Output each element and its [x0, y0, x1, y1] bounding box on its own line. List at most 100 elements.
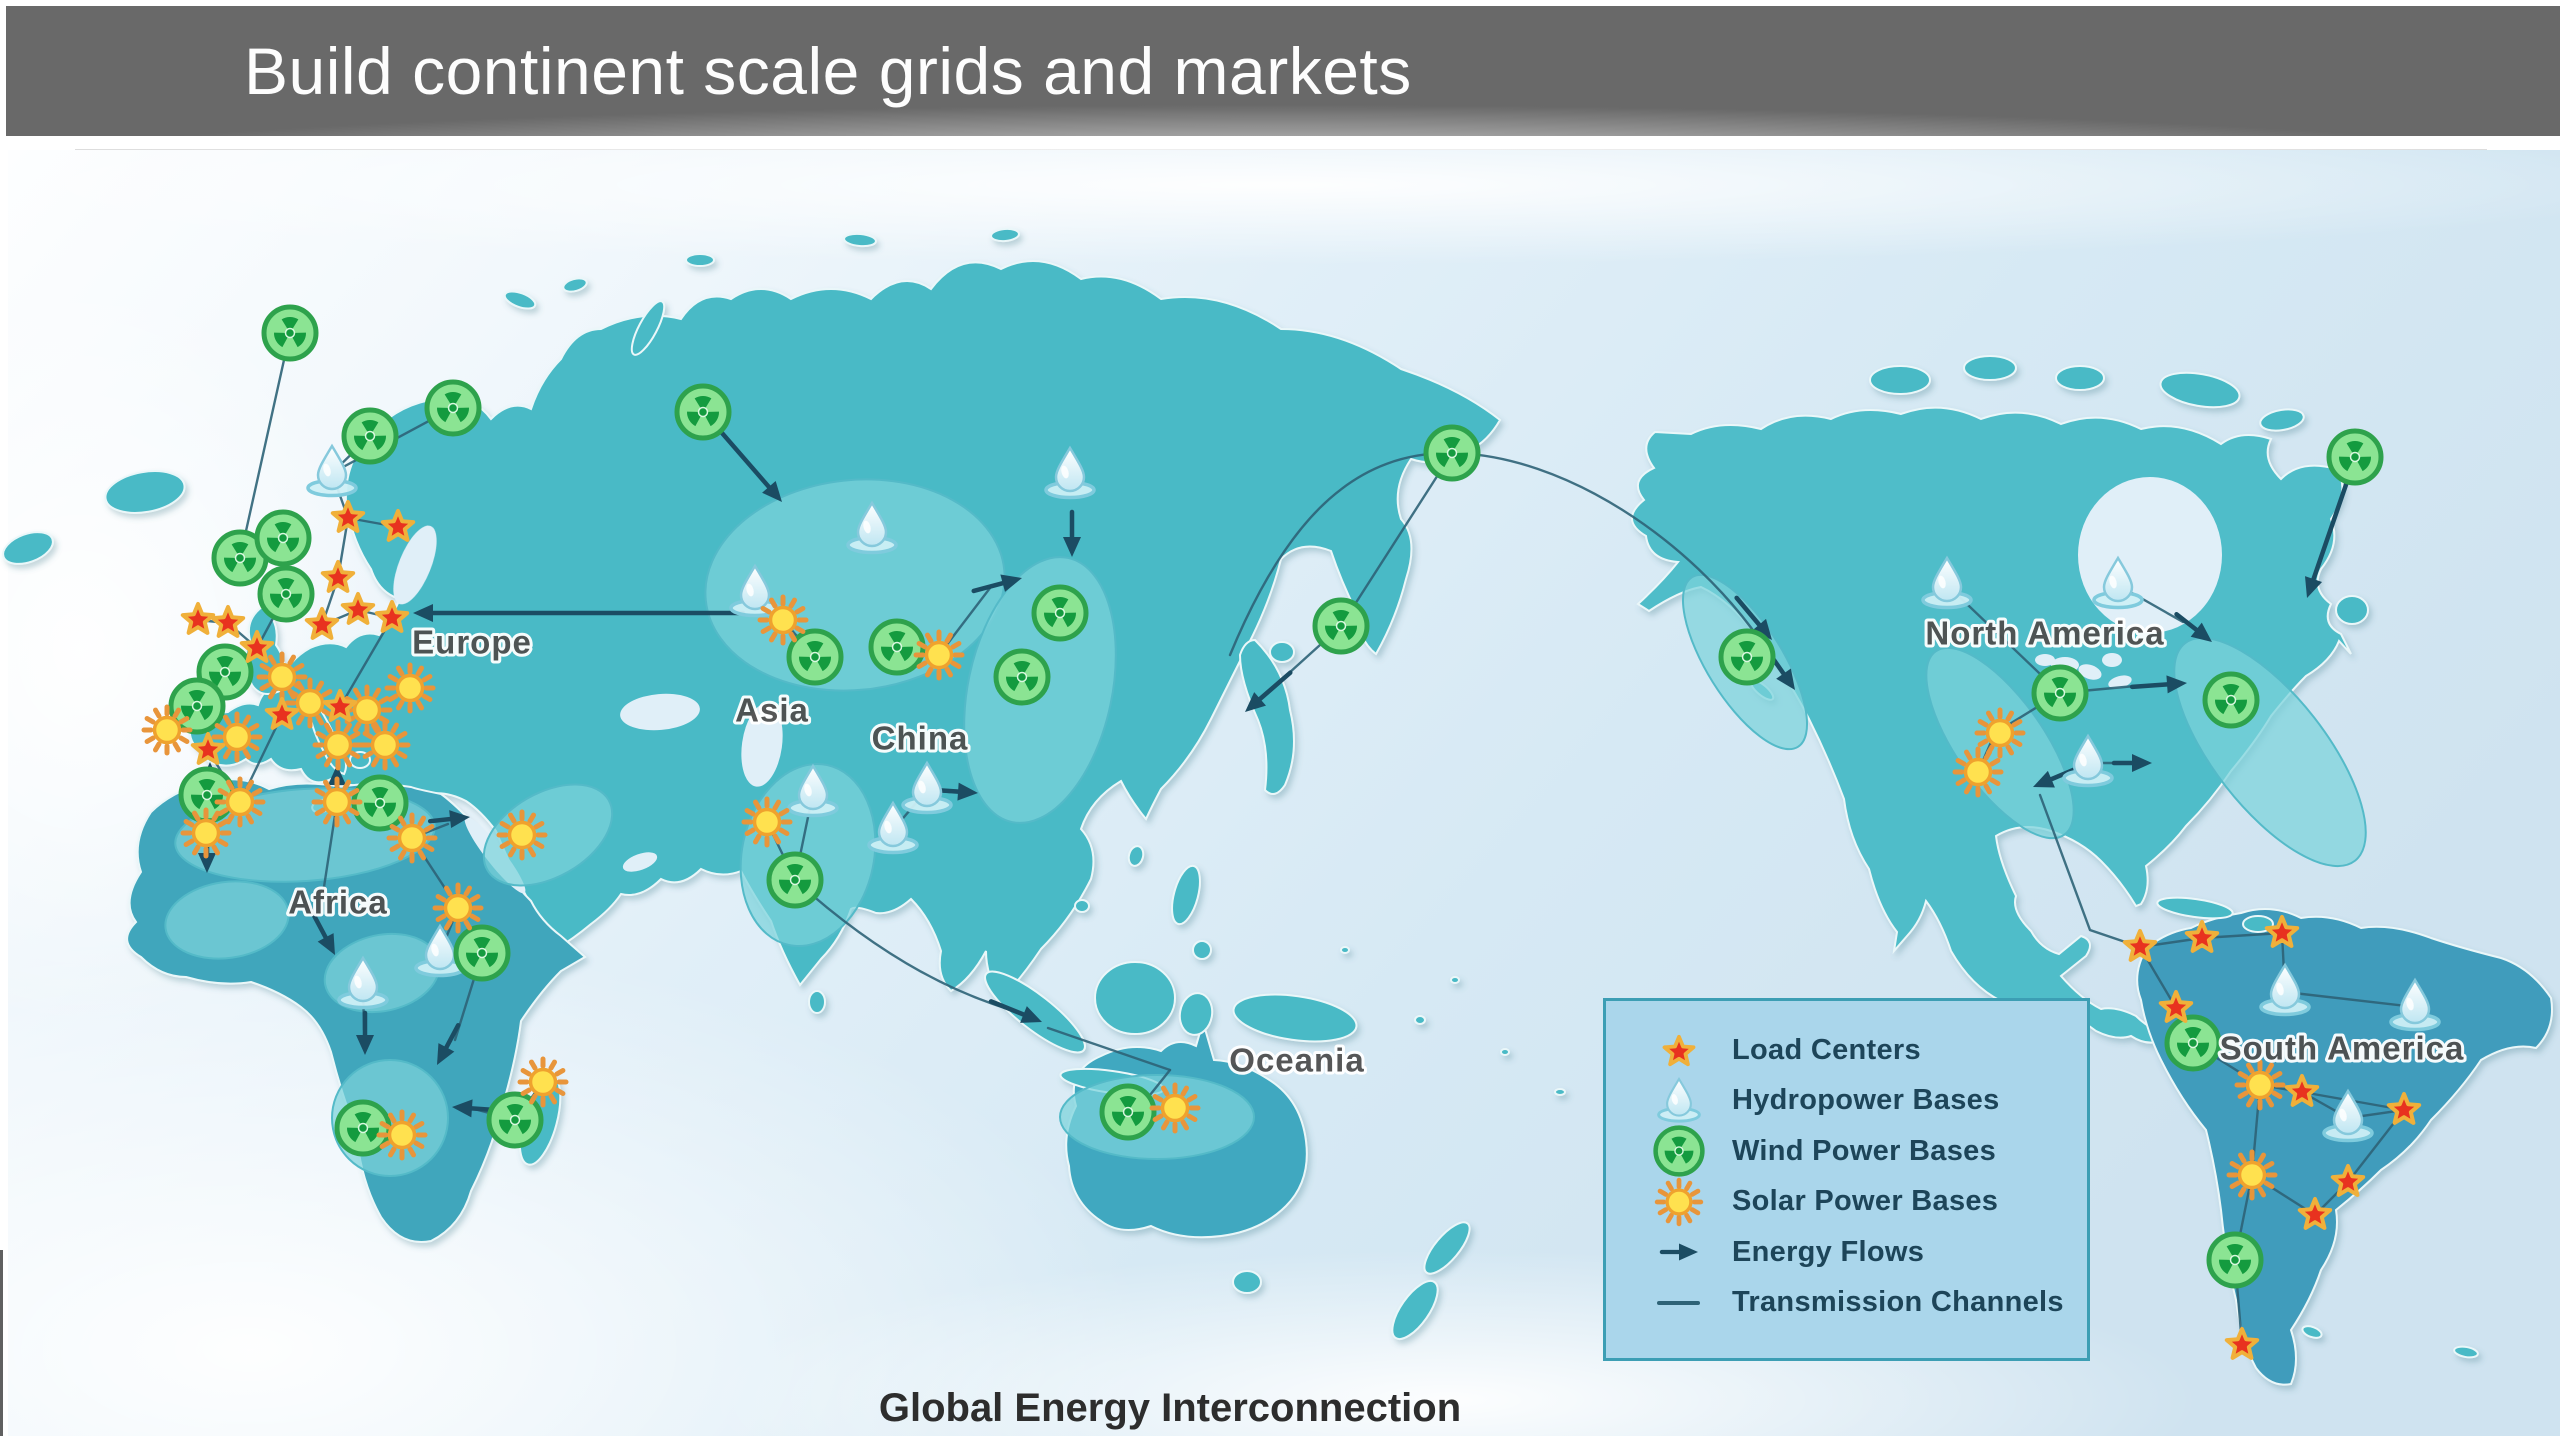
hydropower-base-icon: [2322, 1088, 2374, 1143]
energy-flow-arrow: [1659, 1243, 1698, 1261]
load-center-icon: [2386, 1092, 2422, 1125]
landmass-island: [1340, 946, 1350, 954]
load-center-icon: [180, 602, 216, 635]
wind-power-base-icon: [868, 618, 926, 676]
wind-power-base-icon: [766, 851, 824, 909]
wind-power-base-icon: [1031, 584, 1089, 642]
energy-flow-arrow: [437, 1023, 461, 1065]
star-legend-icon: [1662, 1035, 1696, 1067]
load-center-icon: [1662, 1035, 1696, 1067]
solar-power-base-icon: [517, 1056, 569, 1108]
solar-power-base-icon: [1952, 746, 2004, 798]
solar-power-base-icon: [312, 719, 364, 771]
transmission-channel-line: [238, 331, 292, 560]
wind-power-base-icon: [1099, 1083, 1157, 1141]
landmass-island: [1192, 940, 1212, 960]
transmission-channel-arc: [793, 878, 1007, 1010]
hydropower-base-icon: [1044, 445, 1096, 500]
load-center-icon: [2122, 929, 2158, 962]
solar-power-base-icon: [913, 629, 965, 681]
landmass-island: [1178, 992, 1214, 1036]
legend-item-label: Solar Power Bases: [1732, 1185, 1999, 1218]
transmission-channel-line: [1339, 451, 1454, 628]
load-center-icon: [2224, 1327, 2260, 1360]
region-label-africa: Africa: [288, 884, 388, 921]
solar-power-base-icon: [376, 1109, 428, 1161]
load-center-icon: [2330, 1164, 2366, 1197]
legend-item-solar-power-bases: Solar Power Bases: [1606, 1177, 2087, 1228]
load-center-icon: [2284, 1074, 2320, 1107]
solar-power-base-icon: [741, 796, 793, 848]
slide-title: Build continent scale grids and markets: [244, 34, 1412, 108]
landmass-island: [843, 232, 877, 248]
region-labels: Europe Asia China Africa Oceania North Americ…: [285, 612, 2466, 1082]
hydropower-base-icon: [2092, 555, 2144, 610]
flow-legend-icon: [1659, 1243, 1698, 1261]
solar-power-base-icon: [496, 809, 548, 861]
solar-power-base-icon: [359, 719, 411, 771]
energy-flow-arrow: [937, 782, 978, 801]
hydropower-base-icon: [2062, 733, 2114, 788]
legend-item-wind-power-bases: Wind Power Bases: [1606, 1125, 2087, 1177]
landmass-island: [1074, 899, 1090, 913]
solar-power-base-icon: [141, 704, 193, 756]
legend-item-label: Transmission Channels: [1732, 1286, 2064, 1319]
landmass-island: [1171, 864, 1201, 926]
map-caption: Global Energy Interconnection: [878, 1386, 1462, 1430]
energy-flow-arrow: [2111, 754, 2152, 772]
load-center-icon: [2264, 915, 2300, 948]
transmission-channel-line: [1148, 1068, 1172, 1097]
wind-power-base-icon: [257, 565, 315, 623]
energy-flow-arrow: [2174, 612, 2212, 642]
landmass-island: [2453, 1345, 2479, 1359]
hydropower-base-icon: [2259, 962, 2311, 1017]
region-label-south-america: South America: [2220, 1030, 2465, 1067]
resource-zones: [164, 478, 2367, 1177]
energy-flow-arrow: [413, 604, 746, 622]
inland-sea: [2102, 653, 2122, 667]
wind-power-base-icon: [424, 379, 482, 437]
ocean-white-haze: [0, 105, 2560, 265]
solar-power-base-icon: [2226, 1149, 2278, 1201]
landmass-island: [2055, 365, 2105, 391]
load-center-icon: [304, 607, 340, 640]
wind-power-base-icon: [254, 509, 312, 567]
solar-power-base-icon: [757, 594, 809, 646]
landmass-island: [1963, 355, 2017, 381]
landmass-island: [2335, 595, 2369, 625]
region-label-china: China: [872, 720, 969, 757]
wind-power-base-icon: [2326, 428, 2384, 486]
load-center-icon: [330, 500, 366, 533]
transmission-channel-line: [338, 616, 394, 709]
landmass-island: [503, 290, 537, 310]
hydropower-base-icon: [1921, 555, 1973, 610]
landmass-island: [1414, 1015, 1426, 1025]
wind-power-base-icon: [2206, 1231, 2264, 1289]
hydropower-base-icon: [867, 800, 919, 855]
solar-power-base-icon: [386, 812, 438, 864]
load-center-icon: [2158, 990, 2194, 1023]
load-center-icon: [2184, 920, 2220, 953]
wind-power-base-icon: [1653, 1125, 1705, 1177]
region-label-asia: Asia: [735, 692, 809, 729]
solar-power-base-icon: [2234, 1059, 2286, 1111]
load-center-icon: [322, 689, 358, 722]
wind-power-base-icon: [341, 407, 399, 465]
energy-flow-arrow: [306, 904, 335, 955]
landmass-island: [2259, 408, 2305, 432]
map-legend: Load Centers Hydropower Bases Wind Power B…: [1603, 998, 2090, 1361]
legend-item-hydropower-bases: Hydropower Bases: [1606, 1076, 2087, 1127]
legend-item-label: Hydropower Bases: [1732, 1084, 2000, 1117]
landmass-island: [2156, 896, 2234, 920]
legend-item-energy-flows: Energy Flows: [1606, 1227, 2087, 1278]
transmission-channel-line: [1046, 1026, 1172, 1072]
hydropower-base-icon: [846, 500, 898, 555]
inland-sea: [622, 852, 658, 872]
energy-flow-arrow: [2129, 675, 2187, 694]
landmass-island: [2301, 1325, 2323, 1339]
legend-item-label: Wind Power Bases: [1732, 1134, 1997, 1167]
wind-power-base-icon: [211, 529, 269, 587]
load-center-icon: [320, 560, 356, 593]
energy-flow-arrow: [988, 999, 1042, 1023]
